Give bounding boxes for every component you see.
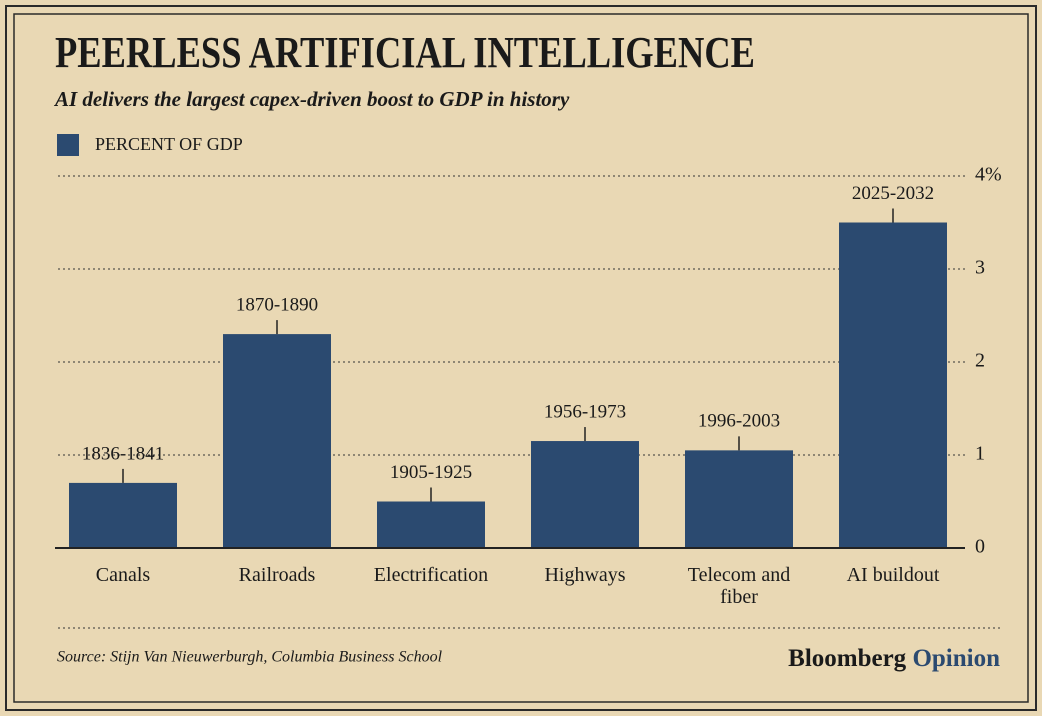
bar bbox=[685, 450, 793, 548]
frame-outer bbox=[5, 5, 1037, 711]
x-tick-label: Electrification bbox=[373, 564, 489, 586]
legend-label: PERCENT OF GDP bbox=[95, 134, 243, 154]
bar bbox=[223, 334, 331, 548]
bar bbox=[839, 222, 947, 548]
y-tick-label: 1 bbox=[975, 443, 985, 465]
y-tick-label: 2 bbox=[975, 350, 985, 372]
chart-title: PEERLESS ARTIFICIAL INTELLIGENCE bbox=[55, 28, 755, 77]
bar bbox=[377, 501, 485, 548]
y-tick-label: 3 bbox=[975, 257, 985, 279]
bar bbox=[531, 441, 639, 548]
brand-suffix: Opinion bbox=[912, 645, 1000, 672]
frame-inner bbox=[13, 13, 1029, 703]
period-label: 1996-2003 bbox=[698, 411, 780, 432]
period-label: 1870-1890 bbox=[236, 294, 318, 315]
brand: Bloomberg Opinion bbox=[788, 645, 1000, 672]
x-tick-label: AI buildout bbox=[846, 564, 940, 586]
legend-swatch bbox=[57, 134, 79, 156]
y-tick-label: 4% bbox=[975, 164, 1002, 186]
x-tick-label: Canals bbox=[95, 564, 151, 586]
x-tick-label: Railroads bbox=[238, 564, 316, 586]
period-label: 1836-1841 bbox=[82, 443, 164, 464]
brand-name: Bloomberg bbox=[788, 645, 907, 672]
bar bbox=[69, 482, 177, 548]
source: Source: Stijn Van Nieuwerburgh, Columbia… bbox=[57, 649, 443, 666]
y-tick-label: 0 bbox=[975, 536, 985, 558]
period-label: 2025-2032 bbox=[852, 183, 934, 204]
period-label: 1956-1973 bbox=[544, 401, 626, 422]
x-tick-label: Highways bbox=[544, 564, 626, 586]
x-tick-label: Telecom and fiber bbox=[687, 564, 791, 608]
chart-subtitle: AI delivers the largest capex-driven boo… bbox=[53, 87, 570, 111]
period-label: 1905-1925 bbox=[390, 462, 472, 483]
